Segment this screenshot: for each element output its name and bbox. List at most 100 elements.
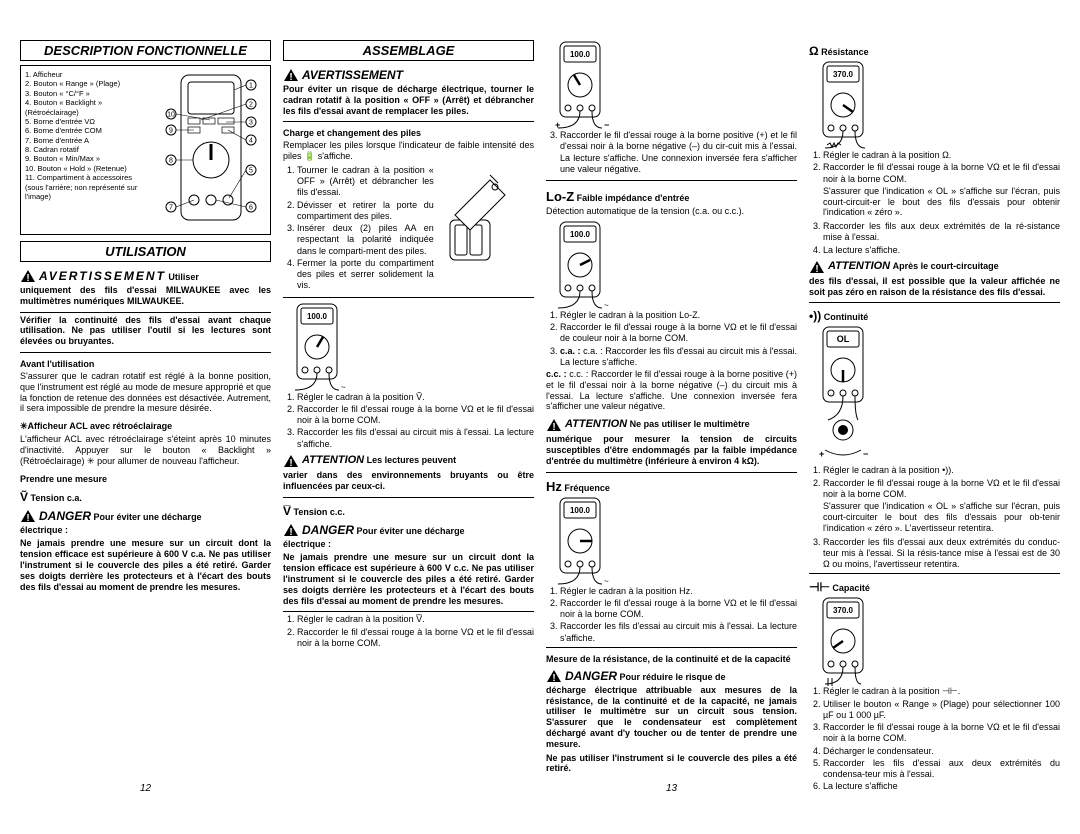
column-1: DESCRIPTION FONCTIONNELLE 1. Afficheur 2… — [20, 40, 271, 794]
cont-steps-b: Raccorder les fils d'essai aux deux extr… — [809, 537, 1060, 572]
step3-list: Raccorder le fil d'essai rouge à la born… — [546, 130, 797, 176]
tension-cc-head: V̅ Tension c.c. — [283, 504, 534, 518]
util-steps: Régler le cadran à la position Ṽ. Raccor… — [283, 392, 534, 451]
cont-head: •)) Continuité — [809, 309, 1060, 323]
lcd-body: L'afficheur ACL avec rétroéclairage s'ét… — [20, 434, 271, 466]
avert-label-2: AVERTISSEMENT — [302, 68, 403, 82]
svg-text:OL: OL — [837, 334, 850, 344]
legend-item: 6. Borne d'entrée COM — [25, 126, 142, 135]
cont-step: Raccorder les fils d'essai aux deux extr… — [823, 537, 1060, 571]
svg-text:9: 9 — [169, 128, 173, 135]
svg-text:!: ! — [552, 673, 555, 683]
warning-icon: ! — [283, 454, 299, 468]
svg-text:3: 3 — [249, 120, 253, 127]
attn-label: ATTENTION — [302, 454, 364, 466]
mini-multimeter-illustration: 100.0 ~ — [550, 496, 610, 586]
danger-body-3: décharge électrique attribuable aux mesu… — [546, 685, 797, 750]
warning-icon: ! — [20, 509, 36, 523]
warning-icon: ! — [546, 418, 562, 432]
attn-body-4: des fils d'essai, il est possible que la… — [809, 276, 1060, 298]
charge-step: Tourner le cadran à la position « OFF » … — [297, 165, 434, 199]
svg-text:370.0: 370.0 — [833, 70, 854, 79]
cap-step: La lecture s'affiche — [823, 781, 1060, 792]
cap-step: Décharger le condensateur. — [823, 746, 1060, 757]
cap-step: Raccorder le fil d'essai rouge à la born… — [823, 722, 1060, 745]
danger-label-3: DANGER — [565, 669, 617, 683]
attn-suffix: Les lectures peuvent — [367, 455, 457, 465]
danger-suffix-3: Pour réduire le risque de — [620, 672, 726, 682]
multimeter-diagram: 1 2 3 4 5 6 7 8 9 10 — [146, 70, 266, 230]
res-steps-a: Régler le cadran à la position Ω. Raccor… — [809, 150, 1060, 186]
warning-icon: ! — [546, 669, 562, 683]
warning-icon: ! — [20, 269, 36, 283]
danger-suffix-2: Pour éviter une décharge — [357, 526, 465, 536]
avert-body-2: Pour éviter un risque de décharge électr… — [283, 84, 534, 116]
avert-suffix: Utiliser — [168, 272, 199, 282]
svg-text:!: ! — [552, 422, 555, 432]
avert-body: uniquement des fils d'essai MILWAUKEE av… — [20, 285, 271, 307]
attn-block-4: ! ATTENTION Après le court-circuitage — [809, 260, 1060, 274]
svg-text:+: + — [555, 120, 560, 130]
desc-func-header: DESCRIPTION FONCTIONNELLE — [20, 40, 271, 61]
avertissement-block: ! AVERTISSEMENT Utiliser — [20, 269, 271, 283]
loz-step: Régler le cadran à la position Lo-Z. — [560, 310, 797, 321]
svg-text:1: 1 — [249, 83, 253, 90]
column-2: ASSEMBLAGE ! AVERTISSEMENT Pour éviter u… — [283, 40, 534, 794]
battery-door-illustration — [440, 165, 510, 265]
column-4: Ω Ω RésistanceRésistance 370.0 Régler le… — [809, 40, 1060, 794]
svg-text:−: − — [604, 120, 609, 130]
mesure-head: Mesure de la résistance, de la continuit… — [546, 654, 797, 664]
cap-step: Raccorder les fils d'essai aux deux extr… — [823, 758, 1060, 781]
warning-icon: ! — [283, 68, 299, 82]
diagram-box: 1. Afficheur 2. Bouton « Range » (Plage)… — [20, 65, 271, 235]
danger-line2-2: électrique : — [283, 539, 534, 550]
mini-multimeter-illustration: 100.0 ~ — [287, 302, 347, 392]
svg-text:10: 10 — [167, 112, 175, 119]
danger-suffix: Pour éviter une décharge — [94, 512, 202, 522]
util-step: Régler le cadran à la position Ṽ. — [297, 392, 534, 403]
legend-item: 1. Afficheur — [25, 70, 142, 79]
assemblage-header: ASSEMBLAGE — [283, 40, 534, 61]
svg-text:8: 8 — [169, 158, 173, 165]
danger-label-2: DANGER — [302, 523, 354, 537]
svg-text:~: ~ — [604, 301, 609, 310]
mini-multimeter-illustration: 370.0 — [813, 60, 873, 150]
charge-steps: Tourner le cadran à la position « OFF » … — [283, 165, 434, 292]
charge-step: Dévisser et retirer la porte du comparti… — [297, 200, 434, 223]
avert-label: AVERTISSEMENT — [39, 269, 166, 283]
loz-intro: Détection automatique de la tension (c.a… — [546, 206, 797, 217]
util-step: Raccorder le fil d'essai rouge à la born… — [297, 404, 534, 427]
attn-suffix-3: Ne pas utiliser le multimètre — [630, 419, 750, 429]
charge-head: Charge et changement des piles — [283, 128, 534, 138]
svg-text:6: 6 — [249, 205, 253, 212]
warning-icon: ! — [809, 260, 825, 274]
danger-body-2: Ne jamais prendre une mesure sur un circ… — [283, 552, 534, 606]
svg-text:100.0: 100.0 — [570, 50, 591, 59]
page-number-12: 12 — [20, 783, 271, 794]
cc-steps: Régler le cadran à la position V̅. Racco… — [283, 614, 534, 650]
attn-block-2: ! ATTENTION Les lectures peuvent — [283, 454, 534, 468]
cont-step: Raccorder le fil d'essai rouge à la born… — [823, 478, 1060, 501]
legend-item: 7. Borne d'entrée A — [25, 136, 142, 145]
attn-body-3: numérique pour mesurer la tension de cir… — [546, 434, 797, 466]
res-head: Ω Ω RésistanceRésistance — [809, 44, 1060, 58]
avert-block-2: ! AVERTISSEMENT — [283, 68, 534, 82]
mini-multimeter-illustration: 100.0 + − — [550, 40, 610, 130]
danger-body-1: Ne jamais prendre une mesure sur un circ… — [20, 538, 271, 592]
cont-steps-a: Régler le cadran à la position •)). Racc… — [809, 465, 1060, 501]
svg-text:!: ! — [26, 273, 29, 283]
svg-text:100.0: 100.0 — [570, 230, 591, 239]
avant-body: S'assurer que le cadran rotatif est régl… — [20, 371, 271, 414]
verify-text: Vérifier la continuité des fils d'essai … — [20, 315, 271, 347]
svg-text:100.0: 100.0 — [307, 312, 328, 321]
cc-step: Raccorder le fil d'essai rouge à la born… — [297, 627, 534, 650]
hz-head: Hz Fréquence — [546, 479, 797, 494]
svg-text:370.0: 370.0 — [833, 606, 854, 615]
warning-icon: ! — [283, 523, 299, 537]
attn-label-3: ATTENTION — [565, 418, 627, 430]
loz-cc: c.c. : c.c. : Raccorder le fil d'essai r… — [546, 369, 797, 412]
svg-text:~: ~ — [341, 383, 346, 392]
danger-line2: électrique : — [20, 525, 271, 536]
danger-block-1: ! DANGER Pour éviter une décharge — [20, 509, 271, 523]
danger-block-3: ! DANGER Pour réduire le risque de — [546, 669, 797, 683]
